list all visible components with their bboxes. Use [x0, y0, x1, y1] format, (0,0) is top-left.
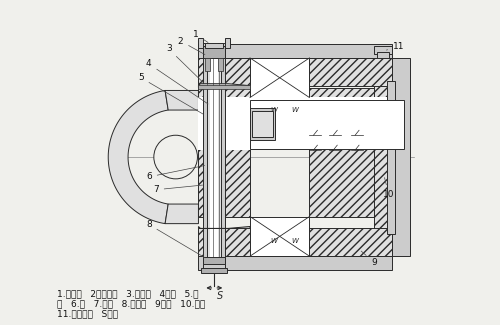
Bar	[204, 257, 225, 269]
Bar	[204, 264, 225, 270]
Bar	[310, 88, 392, 216]
Bar	[374, 68, 392, 246]
Bar	[210, 43, 218, 269]
Bar	[198, 256, 392, 270]
Bar	[310, 228, 392, 256]
Bar	[250, 216, 310, 256]
Text: 1.防尘盖   2调节螺管   3.摩擦片   4转子   5.轴: 1.防尘盖 2调节螺管 3.摩擦片 4转子 5.轴	[56, 289, 198, 298]
Text: 套   6.轴   7.法兰   8.衔铁盘   9弹簧   10.定子: 套 6.轴 7.法兰 8.衔铁盘 9弹簧 10.定子	[56, 299, 205, 308]
Bar	[250, 58, 310, 98]
Bar	[374, 46, 392, 54]
Bar	[250, 99, 404, 149]
Text: S: S	[217, 291, 224, 301]
Text: 4: 4	[146, 59, 208, 104]
Bar	[204, 43, 225, 269]
Text: W: W	[270, 108, 277, 113]
Text: 7: 7	[153, 185, 202, 194]
Bar	[208, 43, 221, 269]
Bar	[252, 111, 273, 137]
Text: 9: 9	[361, 251, 377, 266]
Bar	[250, 109, 275, 140]
Text: 11: 11	[386, 42, 404, 50]
Polygon shape	[165, 90, 198, 110]
Bar	[198, 58, 250, 86]
Bar	[198, 98, 392, 149]
Text: 6: 6	[146, 165, 204, 181]
Bar	[225, 38, 230, 48]
Text: 8: 8	[146, 220, 205, 258]
Bar	[198, 88, 250, 216]
Bar	[392, 58, 409, 256]
Bar	[198, 44, 392, 58]
Bar	[377, 52, 389, 58]
Bar	[218, 58, 223, 71]
Polygon shape	[198, 227, 250, 228]
Text: W: W	[291, 108, 298, 113]
Text: W: W	[270, 238, 277, 244]
Text: 11.调节螺母   S气隙: 11.调节螺母 S气隙	[56, 309, 118, 318]
Bar	[204, 46, 225, 58]
Text: 2: 2	[178, 36, 205, 55]
Polygon shape	[108, 90, 168, 224]
Bar	[310, 58, 392, 86]
Bar	[206, 43, 223, 48]
Bar	[198, 85, 250, 89]
Bar	[198, 228, 250, 256]
Text: 1: 1	[192, 30, 208, 43]
Polygon shape	[165, 204, 198, 224]
Text: 5: 5	[138, 73, 203, 114]
Polygon shape	[198, 84, 250, 88]
Bar	[206, 58, 210, 71]
Bar	[198, 38, 203, 48]
Text: 10: 10	[383, 177, 394, 199]
Bar	[202, 268, 227, 273]
Bar	[387, 81, 395, 234]
Bar	[198, 97, 392, 150]
Text: 3: 3	[166, 45, 203, 83]
Text: W: W	[291, 238, 298, 244]
Circle shape	[154, 135, 198, 179]
